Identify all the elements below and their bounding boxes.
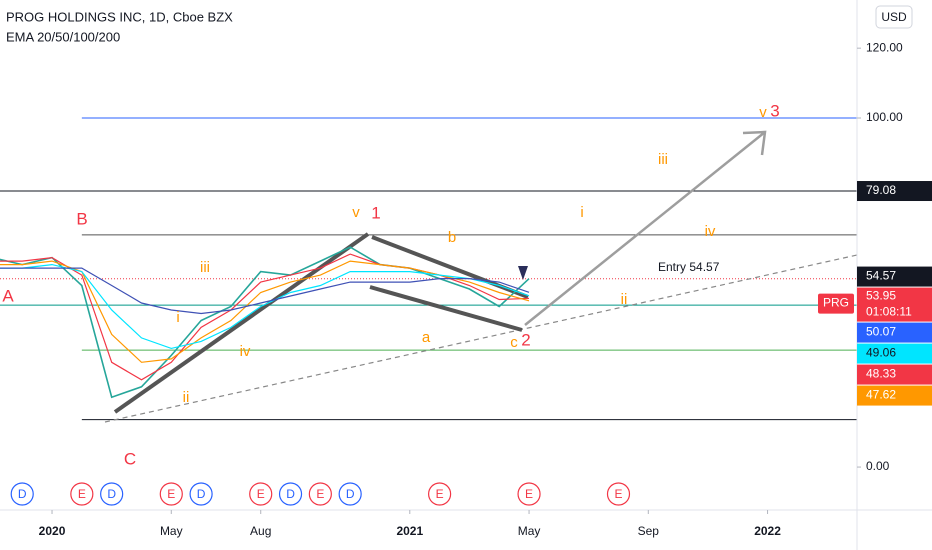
wave-label: C [124,449,136,468]
wave-label: iv [705,223,716,240]
event-label: E [316,487,324,501]
event-label: E [614,487,622,501]
price-tag [857,181,932,202]
event-marker [308,482,332,506]
wave-label: i [176,309,179,326]
event-label: D [346,487,355,501]
price-tag [857,322,932,343]
event-marker [249,482,273,506]
event-label: E [78,487,86,501]
trend-line [104,254,858,423]
x-tick-label: Sep [638,524,660,538]
wave-label: 2 [521,330,530,349]
y-tick-label: 0.00 [866,459,890,473]
chart-subtitle: EMA 20/50/100/200 [6,29,120,44]
entry-marker [518,266,528,280]
wave-label: i [580,204,583,221]
x-tick-label: 2022 [754,524,781,538]
wave-label: iii [658,151,668,168]
wave-label: c [510,334,518,351]
event-marker [278,482,303,506]
event-marker [189,482,213,506]
y-tick-label: 100.00 [866,110,903,124]
x-tick-label: May [160,524,183,538]
wave-label: 1 [371,203,380,222]
event-marker [428,482,452,506]
x-tick-label: Aug [250,524,271,538]
projection-arrow [524,131,766,326]
price-tag-label: 79.08 [866,183,896,197]
event-marker [159,482,183,506]
countdown: 01:08:11 [866,305,912,319]
event-marker [606,482,631,506]
wave-label: v [759,104,767,121]
currency[interactable]: USD [881,10,907,24]
event-label: D [197,487,206,501]
wave-label: v [352,204,360,221]
wave-label: ii [621,291,628,308]
event-label: D [107,487,116,501]
price-tag [857,266,932,287]
event-marker [338,482,362,506]
entry-label: Entry 54.57 [658,260,720,274]
wave-label: A [2,286,14,305]
ema-line [0,263,530,350]
wave-label: iii [200,259,210,276]
event-label: D [18,487,27,501]
event-marker [517,482,541,506]
price-tag-label: 53.95 [866,289,896,303]
event-marker [70,482,94,506]
x-tick-label: 2020 [39,524,66,538]
price-tag-label: 48.33 [866,367,896,381]
trend-line [369,285,523,332]
wave-label: 3 [770,101,779,120]
price-tag [857,385,932,406]
ema-line [0,267,530,315]
chart-title: PROG HOLDINGS INC, 1D, Cboe BZX [6,9,233,24]
price-tag [857,364,932,385]
wave-label: b [448,229,456,246]
wave-label: ii [183,389,190,406]
currency-button[interactable] [875,5,913,29]
price-tag-label: 54.57 [866,269,896,283]
price-tag-label: 47.62 [866,388,896,402]
event-label: D [286,487,295,501]
symbol-tag [818,293,854,314]
event-marker [100,482,124,506]
arrow-head [742,130,767,156]
event-label: E [436,487,444,501]
y-tick-label: 120.00 [866,40,903,54]
wave-label: B [76,209,87,228]
event-label: E [525,487,533,501]
wave-label: a [422,329,431,346]
wave-label: iv [240,343,251,360]
price-tag [857,343,932,364]
trend-line [113,232,370,414]
event-label: E [167,487,175,501]
event-label: E [257,487,265,501]
x-tick-label: May [518,524,541,538]
event-marker [10,482,34,506]
price-tag [857,287,932,322]
symbol-label: PRG [823,296,849,310]
price-tag-label: 49.06 [866,346,896,360]
x-tick-label: 2021 [396,524,423,538]
price-tag-label: 50.07 [866,325,896,339]
